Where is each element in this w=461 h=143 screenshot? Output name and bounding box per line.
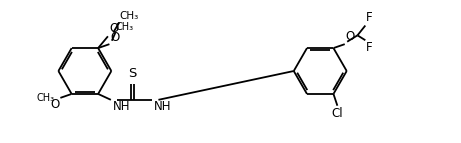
Text: O: O	[109, 22, 118, 35]
Text: Cl: Cl	[331, 107, 343, 120]
Text: CH₃: CH₃	[120, 11, 139, 21]
Text: CH₃: CH₃	[37, 93, 55, 103]
Text: NH: NH	[154, 100, 171, 113]
Text: O: O	[51, 98, 60, 111]
Text: F: F	[366, 11, 372, 24]
Text: O: O	[345, 30, 355, 43]
Text: NH: NH	[113, 100, 130, 113]
Text: O: O	[110, 31, 119, 44]
Text: S: S	[128, 67, 136, 80]
Text: F: F	[366, 41, 372, 54]
Text: CH₃: CH₃	[115, 22, 133, 32]
